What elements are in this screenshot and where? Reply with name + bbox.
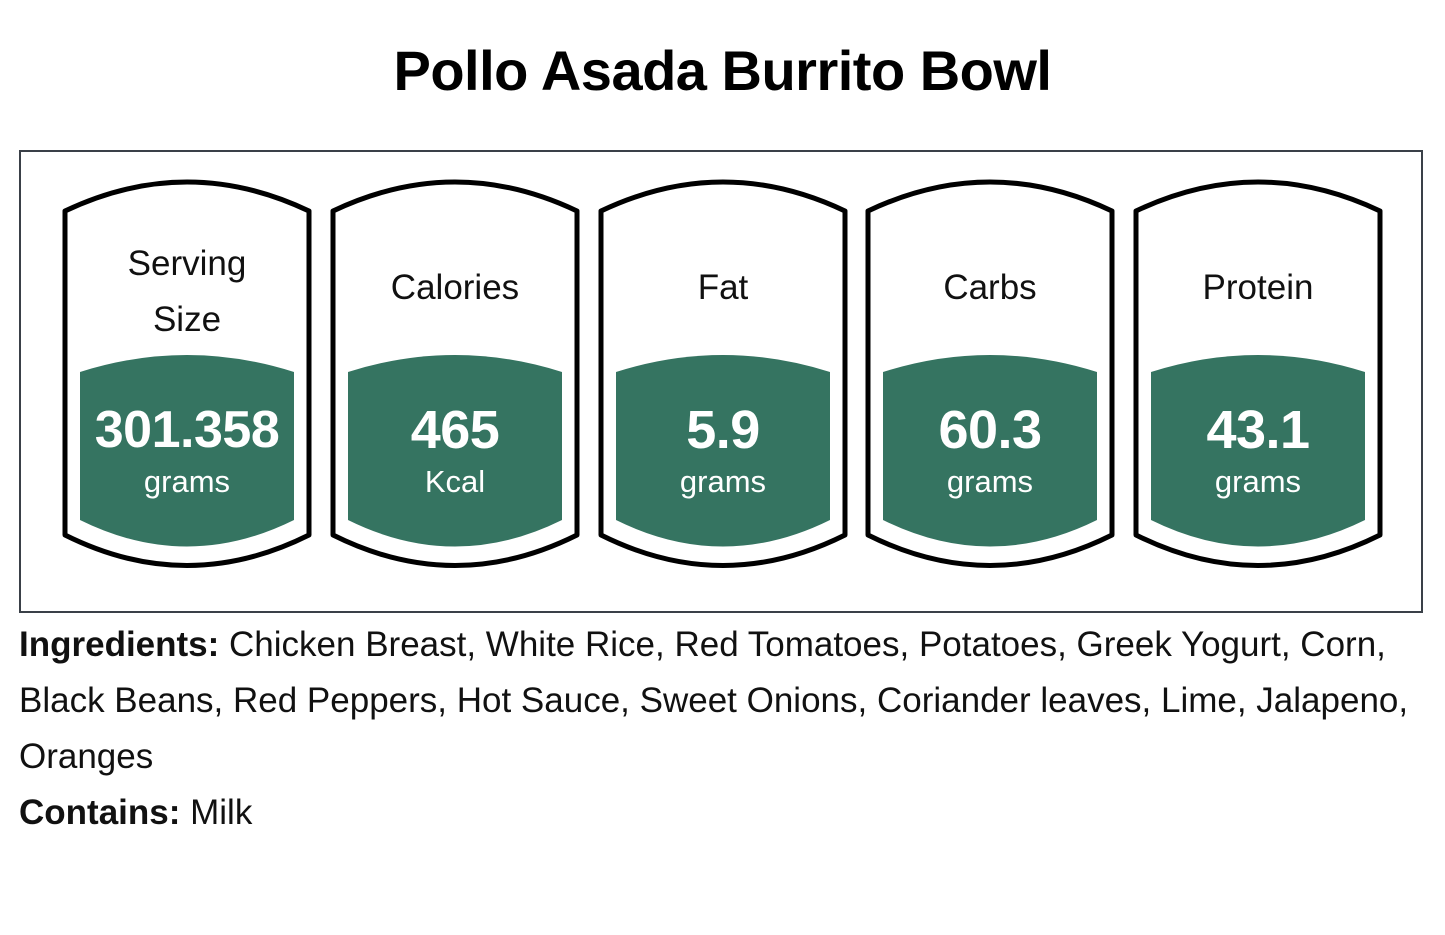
card-unit: grams <box>679 464 767 499</box>
card-unit: grams <box>1214 464 1302 499</box>
card-shape-icon <box>330 179 580 568</box>
card-value: 301.358 <box>94 401 280 459</box>
nutrition-card-calories: Calories 465 Kcal <box>330 178 580 572</box>
card-value: 465 <box>410 400 500 460</box>
card-value: 5.9 <box>686 400 760 460</box>
contains-label: Contains: <box>19 793 181 832</box>
card-label: Carbs <box>943 268 1037 307</box>
ingredients-section: Ingredients: Chicken Breast, White Rice,… <box>19 617 1439 841</box>
contains-text: Milk <box>180 793 253 832</box>
card-shape-icon <box>598 179 848 568</box>
page-title: Pollo Asada Burrito Bowl <box>393 39 1052 102</box>
card-value: 43.1 <box>1206 400 1310 460</box>
ingredients-text: Chicken Breast, White Rice, Red Tomatoes… <box>19 625 1409 776</box>
card-value: 60.3 <box>938 400 1042 460</box>
card-unit: Kcal <box>424 464 486 499</box>
nutrition-card-protein: Protein 43.1 grams <box>1133 178 1383 572</box>
card-label: Serving <box>127 244 247 283</box>
card-unit: grams <box>143 464 231 499</box>
card-shape-icon <box>865 179 1115 568</box>
card-shape-icon <box>62 179 312 568</box>
card-unit: grams <box>946 464 1034 499</box>
nutrition-card-serving-size: Serving Size 301.358 grams <box>62 178 312 572</box>
card-label: Fat <box>697 268 749 307</box>
nutrition-card-fat: Fat 5.9 grams <box>598 178 848 572</box>
card-shape-icon <box>1133 179 1383 568</box>
nutrition-card-carbs: Carbs 60.3 grams <box>865 178 1115 572</box>
ingredients-label: Ingredients: <box>19 625 220 664</box>
card-label: Protein <box>1202 268 1314 307</box>
contains-line: Contains: Milk <box>19 785 1439 841</box>
ingredients-line: Ingredients: Chicken Breast, White Rice,… <box>19 617 1439 785</box>
card-label-line2: Size <box>152 300 222 339</box>
card-label: Calories <box>390 268 520 307</box>
